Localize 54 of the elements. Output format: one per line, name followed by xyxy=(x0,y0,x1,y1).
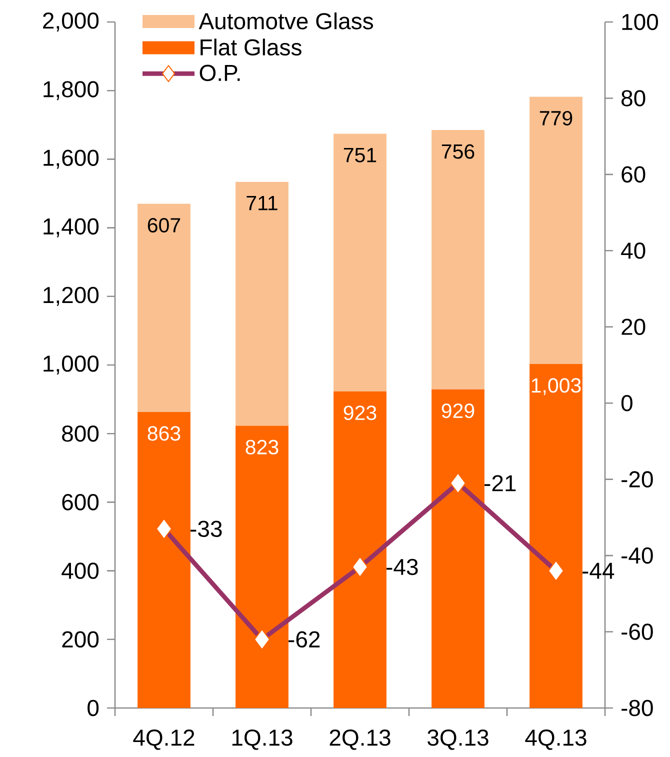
data-label: -21 xyxy=(484,475,516,492)
bar xyxy=(432,389,484,708)
data-label: 756 xyxy=(442,144,474,159)
y2-tick-label: 40 xyxy=(621,242,646,259)
y-tick-label: 600 xyxy=(62,494,99,510)
y-tick-label: 1,600 xyxy=(44,150,99,169)
bar xyxy=(334,391,386,708)
y-tick-label: 1,400 xyxy=(44,218,99,238)
bar xyxy=(236,426,288,708)
legend-label: O.P. xyxy=(200,64,240,82)
y-tick-label: 800 xyxy=(62,425,99,442)
bar xyxy=(432,130,484,390)
y2-tick-label: 20 xyxy=(622,318,646,336)
bar xyxy=(138,412,190,708)
data-label: 779 xyxy=(540,110,572,126)
data-label: -62 xyxy=(288,631,320,648)
y2-tick-label: 100 xyxy=(622,14,658,30)
y-tick-label: 1,000 xyxy=(44,355,99,375)
data-label: -33 xyxy=(190,520,222,538)
y-tick-label: 400 xyxy=(62,562,99,579)
data-label: 823 xyxy=(246,440,278,454)
y2-tick-label: 0 xyxy=(621,394,632,412)
y2-tick-label: -60 xyxy=(622,624,653,640)
y-tick-label: 2,000 xyxy=(43,12,99,32)
bar xyxy=(236,182,288,426)
x-tick-label: 1Q.13 xyxy=(232,730,292,750)
data-label: 923 xyxy=(344,406,376,420)
data-label: 929 xyxy=(442,404,474,418)
y-tick-label: 200 xyxy=(62,631,99,648)
y2-tick-label: -20 xyxy=(622,471,653,488)
data-label: 1,003 xyxy=(532,378,581,396)
data-label: 751 xyxy=(344,148,376,162)
bar xyxy=(138,204,190,412)
bar xyxy=(530,364,582,708)
y2-tick-label: -80 xyxy=(622,700,653,716)
data-label: 711 xyxy=(246,196,278,210)
y-tick-label: 1,200 xyxy=(44,286,99,306)
data-label: 607 xyxy=(148,218,180,232)
y2-tick-label: -40 xyxy=(622,547,653,564)
bar xyxy=(530,96,582,364)
x-tick-label: 2Q.13 xyxy=(330,730,390,750)
x-tick-label: 4Q.12 xyxy=(133,730,194,750)
data-label: 863 xyxy=(148,426,180,441)
legend-label: Automotve Glass xyxy=(198,12,374,30)
y-tick-label: 1,800 xyxy=(44,81,99,100)
bar xyxy=(334,134,386,392)
legend-label: Flat Glass xyxy=(200,38,302,56)
y-tick-label: 0 xyxy=(88,700,99,716)
y2-tick-label: 60 xyxy=(622,166,646,183)
x-tick-label: 4Q.13 xyxy=(525,730,586,750)
data-label: -43 xyxy=(386,558,418,576)
x-tick-label: 3Q.13 xyxy=(428,730,488,750)
data-label: -44 xyxy=(582,562,614,579)
y2-tick-label: 80 xyxy=(622,90,646,106)
